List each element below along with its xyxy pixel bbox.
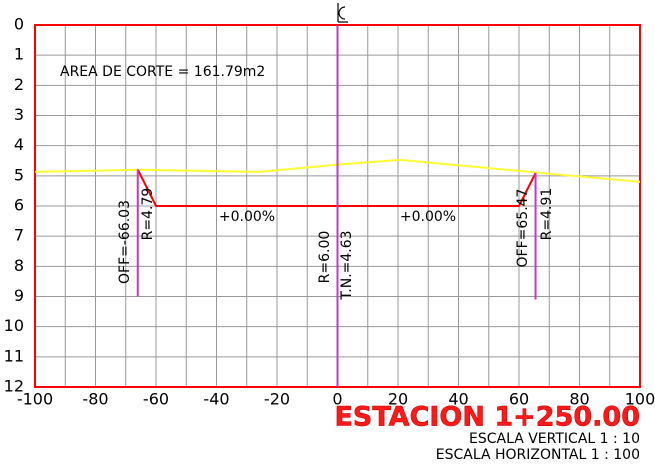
y-tick-label: 7 xyxy=(14,226,24,245)
annotation: R=4.79 xyxy=(140,188,156,241)
subtitle: ESCALA HORIZONTAL 1 : 100 xyxy=(436,447,640,463)
annotation: +0.00% xyxy=(400,209,456,225)
annotation: R=6.00 xyxy=(317,231,333,284)
chart-title: ESTACION 1+250.00 xyxy=(334,402,640,433)
annotation: +0.00% xyxy=(219,209,275,225)
y-tick-label: 0 xyxy=(14,15,24,34)
y-tick-label: 10 xyxy=(4,316,24,335)
y-tick-label: 6 xyxy=(14,196,24,215)
y-tick-label: 4 xyxy=(14,135,24,154)
x-tick-label: -20 xyxy=(264,390,290,409)
y-tick-label: 9 xyxy=(14,286,24,305)
subtitle: ESCALA VERTICAL 1 : 10 xyxy=(469,431,640,447)
annotation: AREA DE CORTE = 161.79m2 xyxy=(60,64,265,80)
y-tick-label: 12 xyxy=(4,377,24,396)
x-tick-label: -60 xyxy=(143,390,169,409)
annotation: T.N.=4.63 xyxy=(339,230,355,300)
y-tick-label: 11 xyxy=(4,346,24,365)
x-tick-label: 0 xyxy=(332,390,342,409)
y-tick-label: 3 xyxy=(14,105,24,124)
y-tick-label: 5 xyxy=(14,165,24,184)
x-tick-label: 20 xyxy=(388,390,408,409)
y-tick-label: 8 xyxy=(14,256,24,275)
x-tick-label: 40 xyxy=(448,390,468,409)
y-tick-label: 2 xyxy=(14,75,24,94)
y-tick-label: 1 xyxy=(14,45,24,64)
annotation: OFF=-66.03 xyxy=(117,200,133,284)
x-tick-label: 60 xyxy=(509,390,529,409)
x-tick-label: -40 xyxy=(203,390,229,409)
x-tick-label: -80 xyxy=(82,390,108,409)
x-tick-label: 80 xyxy=(569,390,589,409)
x-tick-label: -100 xyxy=(17,390,53,409)
annotation: R=4.91 xyxy=(539,188,555,241)
annotation: OFF=65.47 xyxy=(515,189,531,268)
centerline-symbol xyxy=(337,3,348,23)
x-tick-label: 100 xyxy=(625,390,655,409)
